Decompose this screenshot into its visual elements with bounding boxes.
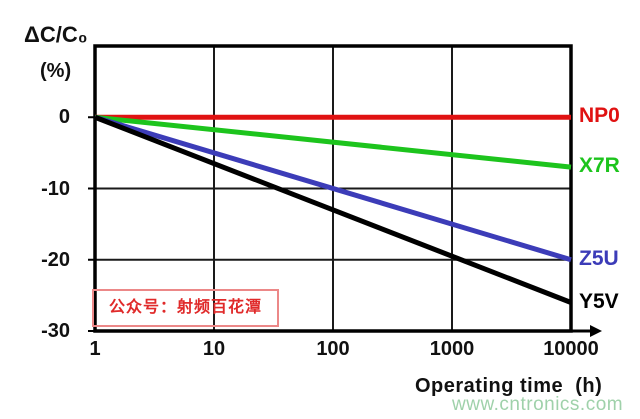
y-tick-label--30: -30 [41,320,70,342]
legend-label-y5v: Y5V [579,289,619,313]
x-tick-label-1: 1 [89,338,101,360]
x-tick-label-100: 100 [316,338,350,360]
y-tick-label--20: -20 [41,248,70,271]
y-axis-title: ΔC/C₀ [24,22,88,47]
plot-border [93,44,573,333]
wechat-stamp: 公众号：射频百花潭 [92,289,279,327]
y-axis-unit: (%) [40,60,72,82]
series-line-x7r [94,114,572,170]
series-line-z5u [94,114,572,263]
x-axis-arrowhead-icon [590,325,602,337]
series-line-y5v [94,114,572,305]
legend-label-np0: NP0 [579,104,620,128]
legend-label-z5u: Z5U [579,246,619,270]
x-tick-label-10000: 10000 [543,338,599,360]
y-tick-label--10: -10 [41,177,70,200]
x-tick-label-1000: 1000 [429,338,475,360]
site-watermark: www.cntronics.com [452,394,624,415]
x-tick-label-10: 10 [202,338,226,360]
legend-label-x7r: X7R [579,154,620,178]
y-tick-label-0: 0 [58,106,70,129]
x-axis-title: Operating time (h) [415,375,603,397]
